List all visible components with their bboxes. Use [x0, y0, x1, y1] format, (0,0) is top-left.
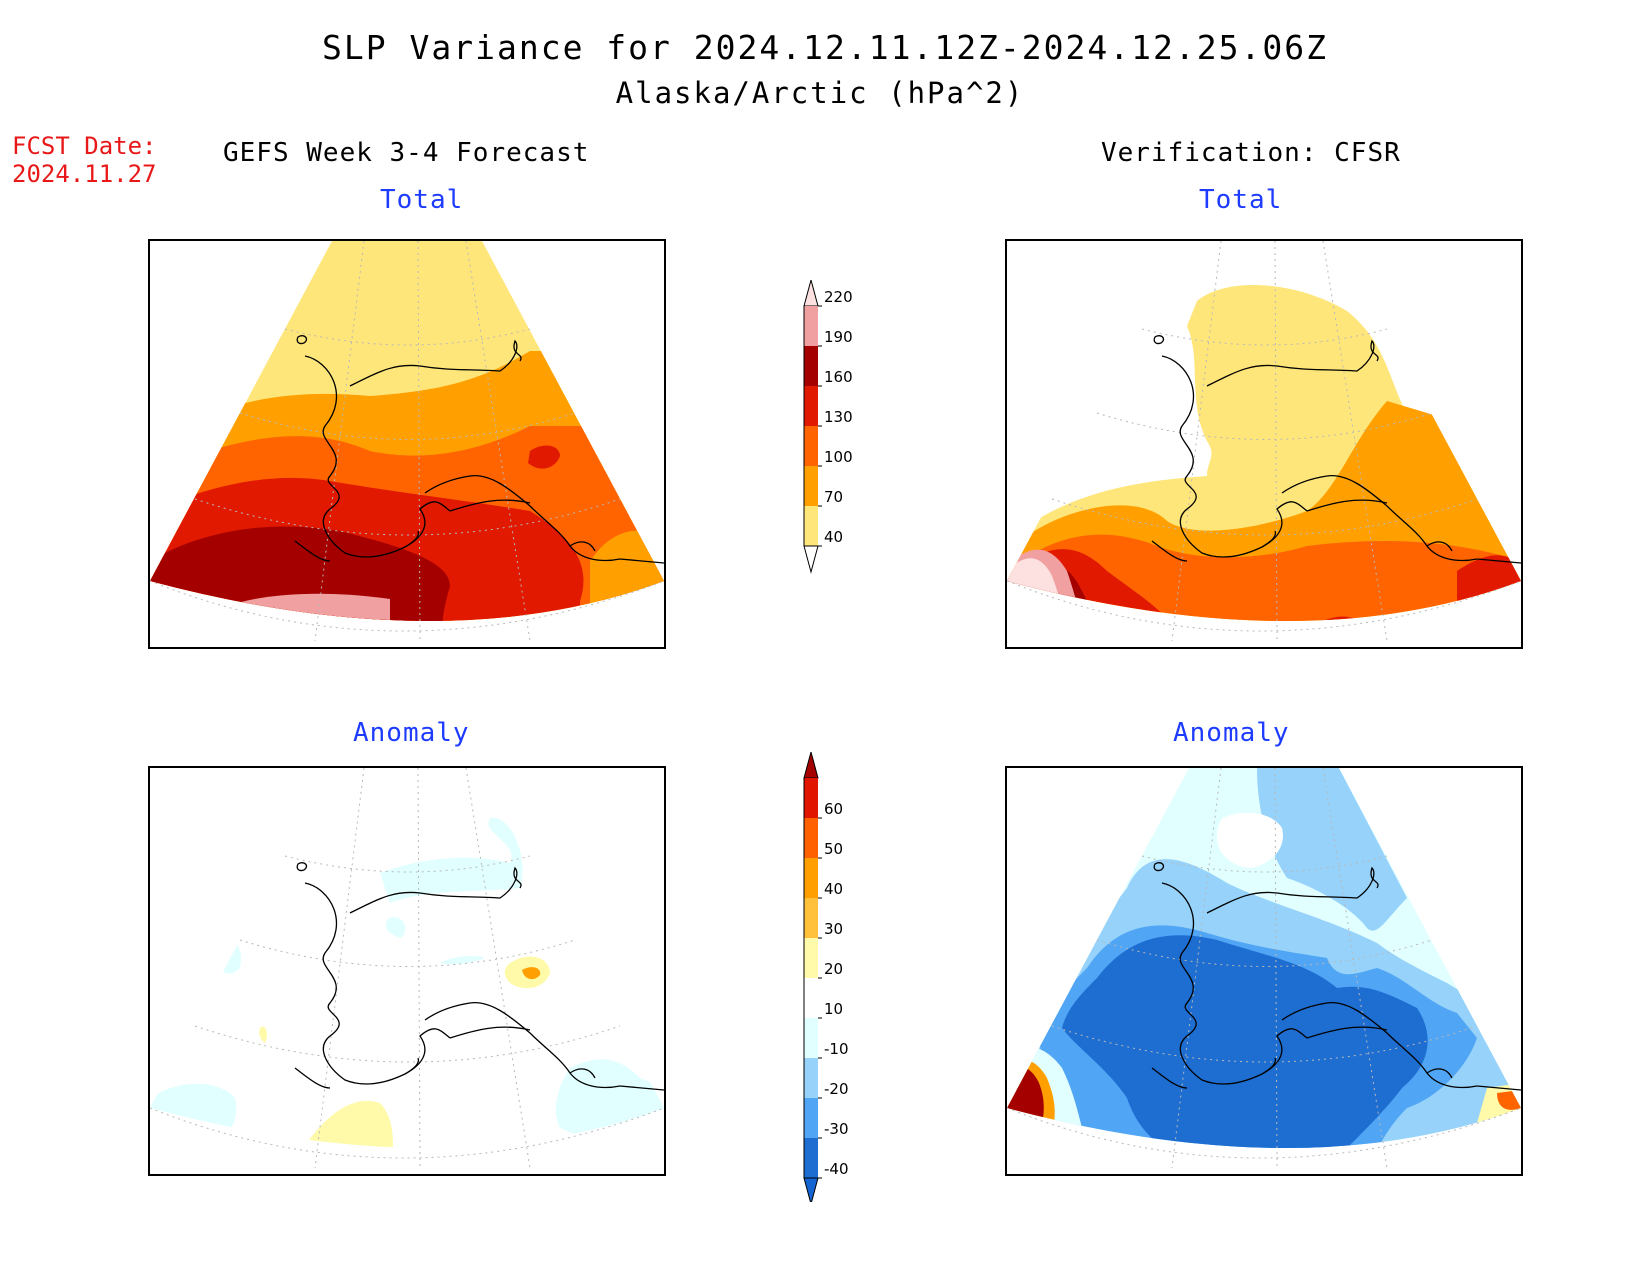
forecast-date-value: 2024.11.27	[12, 160, 157, 188]
anomaly-colorbar-label: -10	[824, 1040, 849, 1058]
anomaly-colorbar-swatch	[804, 938, 818, 978]
anomaly-colorbar-swatch	[804, 818, 818, 858]
total-colorbar-label: 160	[824, 368, 853, 386]
total-colorbar-label: 70	[824, 488, 843, 506]
anomaly-colorbar-swatch	[804, 1138, 818, 1178]
anomaly-colorbar-swatch	[804, 858, 818, 898]
anomaly-colorbar-swatch	[804, 1018, 818, 1058]
anomaly-colorbar-label: 30	[824, 920, 843, 938]
cfsr-total-map	[1005, 239, 1523, 649]
anomaly-colorbar-label: -20	[824, 1080, 849, 1098]
anomaly-colorbar-label: 60	[824, 800, 843, 818]
anomaly-colorbar-label: 50	[824, 840, 843, 858]
total-colorbar-swatch	[804, 346, 818, 386]
anomaly-colorbar-swatch	[804, 898, 818, 938]
anomaly-colorbar-swatch	[804, 778, 818, 818]
gefs-total-map	[148, 239, 666, 649]
cfsr-total-title: Total	[1199, 185, 1283, 215]
gefs-total-title: Total	[380, 185, 464, 215]
anomaly-colorbar-swatch	[804, 978, 818, 1018]
total-colorbar-label: 190	[824, 328, 853, 346]
total-colorbar-swatch	[804, 426, 818, 466]
anomaly-colorbar-label: 10	[824, 1000, 843, 1018]
figure-subtitle: Alaska/Arctic (hPa^2)	[615, 76, 1025, 110]
total-colorbar-label: 40	[824, 528, 843, 546]
gefs-anomaly-title: Anomaly	[353, 718, 470, 748]
anomaly-colorbar-swatch	[804, 1058, 818, 1098]
anomaly-colorbar-label: 20	[824, 960, 843, 978]
forecast-date-label: FCST Date:	[12, 132, 157, 160]
total-colorbar-label: 130	[824, 408, 853, 426]
anomaly-colorbar-label: -30	[824, 1120, 849, 1138]
anomaly-colorbar-bottom-arrow	[803, 1177, 819, 1202]
gefs-column-heading: GEFS Week 3-4 Forecast	[223, 138, 590, 168]
total-colorbar-top-arrow	[803, 280, 819, 307]
anomaly-colorbar-label: 40	[824, 880, 843, 898]
anomaly-colorbar-label: -40	[824, 1160, 849, 1178]
total-colorbar: 40 70 100 130 160 190 220	[803, 280, 853, 574]
total-colorbar-label: 100	[824, 448, 853, 466]
figure-title: SLP Variance for 2024.12.11.12Z-2024.12.…	[322, 28, 1328, 67]
gefs-anomaly-map	[148, 766, 666, 1176]
anomaly-colorbar-top-arrow	[803, 752, 819, 779]
anomaly-colorbar-scale: -40 -30 -20 -10 10 20 30 40 50 60	[803, 752, 849, 1202]
total-colorbar-swatch	[804, 386, 818, 426]
total-colorbar-swatch	[804, 306, 818, 346]
anomaly-colorbar-swatch	[804, 1098, 818, 1138]
cfsr-anomaly-title: Anomaly	[1173, 718, 1290, 748]
cfsr-column-heading: Verification: CFSR	[1101, 138, 1401, 168]
total-colorbar-scale: 40 70 100 130 160 190 220	[803, 280, 853, 574]
total-colorbar-swatch	[804, 466, 818, 506]
total-colorbar-label: 220	[824, 288, 853, 306]
anomaly-colorbar: -40 -30 -20 -10 10 20 30 40 50 60	[803, 752, 849, 1202]
total-colorbar-swatch	[804, 506, 818, 546]
cfsr-anomaly-map	[1005, 766, 1523, 1176]
total-colorbar-bottom-arrow	[803, 545, 819, 574]
